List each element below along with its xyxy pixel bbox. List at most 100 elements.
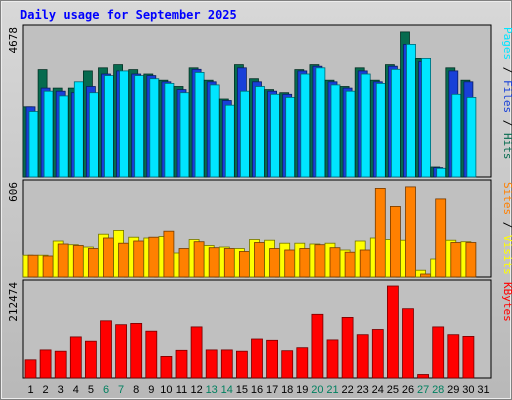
bar-pages-day-7 xyxy=(119,70,129,178)
x-tick-label-day-1: 1 xyxy=(27,384,33,396)
bar-kbytes-day-22 xyxy=(341,316,354,379)
x-tick-label-day-30: 30 xyxy=(462,384,474,396)
bar-pages-day-13 xyxy=(209,84,220,178)
bar-pages-day-9 xyxy=(149,78,160,178)
bar-pages-day-15 xyxy=(239,90,250,178)
x-tick-label-day-12: 12 xyxy=(190,384,202,396)
bar-pages-day-19 xyxy=(300,73,311,178)
bar-pages-day-29 xyxy=(451,93,462,178)
bar-sites-day-11 xyxy=(178,248,190,278)
legend-entry: Visits xyxy=(501,235,512,275)
bar-sites-day-6 xyxy=(103,237,114,278)
panel-bottom-ymax-label: 212474 xyxy=(7,282,20,322)
bar-sites-day-27 xyxy=(420,273,432,278)
bar-kbytes-day-12 xyxy=(190,326,203,379)
legend-entry: / xyxy=(501,113,512,133)
bar-kbytes-day-28 xyxy=(432,326,445,379)
x-tick-label-day-17: 17 xyxy=(266,384,278,396)
bar-kbytes-day-19 xyxy=(296,347,309,379)
bar-sites-day-4 xyxy=(72,245,84,278)
bar-kbytes-day-16 xyxy=(251,338,263,379)
bar-sites-day-16 xyxy=(254,242,265,278)
bar-kbytes-day-2 xyxy=(39,349,52,379)
bar-kbytes-day-15 xyxy=(235,350,248,379)
bar-sites-day-19 xyxy=(299,248,311,278)
panel-top-legend: Pages / Files / Hits xyxy=(501,27,512,160)
panel-middle: 606 Sites / Visits xyxy=(7,179,512,278)
x-tick-label-day-25: 25 xyxy=(387,384,399,396)
bar-kbytes-day-23 xyxy=(356,334,369,379)
bar-kbytes-day-3 xyxy=(54,350,67,379)
bar-kbytes-day-27 xyxy=(417,374,430,379)
bar-kbytes-day-25 xyxy=(386,285,399,379)
bar-sites-day-18 xyxy=(284,249,296,278)
x-axis-day-labels: 1 2 3 4 5 6 7 8 9 10 11 12 13 14 15 16 17 18 19 20 21 22 23 24 2… xyxy=(27,384,489,396)
bar-pages-day-2 xyxy=(43,90,54,178)
bar-sites-day-7 xyxy=(118,242,129,278)
bar-pages-day-24 xyxy=(375,83,386,178)
bar-pages-day-5 xyxy=(89,92,99,178)
bar-pages-day-23 xyxy=(360,73,371,178)
bar-kbytes-day-11 xyxy=(175,349,188,379)
x-tick-label-day-19: 19 xyxy=(296,384,308,396)
bar-sites-day-24 xyxy=(374,187,386,278)
bar-pages-day-26 xyxy=(406,44,416,178)
bar-kbytes-day-8 xyxy=(130,322,143,379)
bar-kbytes-day-17 xyxy=(266,339,279,379)
bar-sites-day-21 xyxy=(329,247,341,278)
bar-pages-day-25 xyxy=(390,68,401,178)
x-tick-label-day-20: 20 xyxy=(311,384,323,396)
bar-sites-day-8 xyxy=(133,240,145,278)
x-tick-label-day-18: 18 xyxy=(281,384,293,396)
bar-sites-day-15 xyxy=(238,251,250,278)
bar-sites-day-30 xyxy=(465,242,477,278)
x-tick-label-day-24: 24 xyxy=(372,384,384,396)
bar-pages-day-16 xyxy=(255,86,265,178)
legend-entry: / xyxy=(501,215,512,235)
bar-kbytes-day-1 xyxy=(24,359,37,379)
x-tick-label-day-31: 31 xyxy=(477,384,489,396)
bar-kbytes-day-13 xyxy=(205,349,218,379)
panel-top: 4678 Pages / Files / Hits xyxy=(7,24,512,178)
bar-sites-day-29 xyxy=(450,242,462,278)
bar-sites-day-9 xyxy=(148,236,160,278)
bar-sites-day-10 xyxy=(163,230,175,278)
bar-sites-day-5 xyxy=(88,248,99,278)
panel-middle-legend: Sites / Visits xyxy=(501,182,512,275)
legend-entry: KBytes xyxy=(501,282,512,322)
x-tick-label-day-11: 11 xyxy=(176,384,187,396)
legend-entry: Files xyxy=(501,80,512,113)
bar-kbytes-day-26 xyxy=(402,308,414,379)
bar-pages-day-18 xyxy=(285,97,296,178)
x-tick-label-day-27: 27 xyxy=(417,384,429,396)
x-tick-label-day-6: 6 xyxy=(103,384,109,396)
bar-sites-day-2 xyxy=(42,255,54,278)
x-tick-label-day-10: 10 xyxy=(160,384,172,396)
bar-pages-day-4 xyxy=(73,81,84,178)
bar-pages-day-21 xyxy=(330,84,341,178)
panel-top-ymax-label: 4678 xyxy=(7,27,20,54)
x-tick-label-day-23: 23 xyxy=(357,384,369,396)
bar-pages-day-8 xyxy=(134,75,145,178)
bar-sites-day-14 xyxy=(223,248,235,278)
bar-sites-day-1 xyxy=(27,254,39,278)
legend-entry: Pages xyxy=(501,27,512,60)
x-tick-label-day-16: 16 xyxy=(251,384,263,396)
bar-pages-day-30 xyxy=(466,97,477,178)
panel-bottom: 212474 KBytes xyxy=(7,279,512,379)
bar-pages-day-12 xyxy=(194,72,205,178)
bar-sites-day-12 xyxy=(193,241,205,278)
x-tick-label-day-22: 22 xyxy=(341,384,353,396)
bar-sites-day-28 xyxy=(435,198,447,278)
bar-pages-day-20 xyxy=(315,67,326,178)
bar-kbytes-day-14 xyxy=(220,349,233,379)
bar-kbytes-day-7 xyxy=(115,324,127,379)
legend-entry: / xyxy=(501,60,512,80)
bar-kbytes-day-6 xyxy=(100,320,112,379)
bar-pages-day-17 xyxy=(270,93,281,178)
chart-panels: 4678 Pages / Files / Hits 606 Sites / Visit… xyxy=(7,24,512,379)
bar-sites-day-25 xyxy=(389,205,401,278)
x-tick-label-day-2: 2 xyxy=(43,384,49,396)
x-tick-label-day-3: 3 xyxy=(58,384,64,396)
